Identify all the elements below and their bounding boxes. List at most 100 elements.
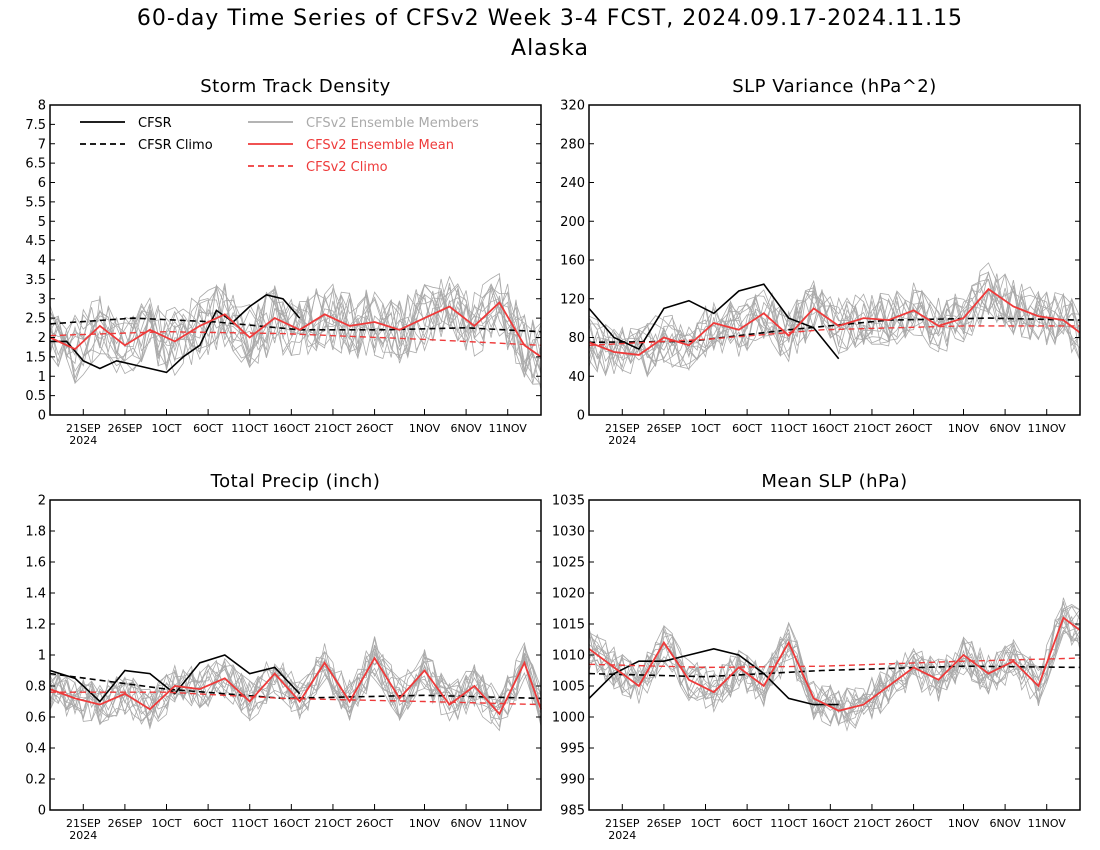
x-tick-label: 1OCT: [151, 817, 181, 830]
x-tick-label: 1NOV: [948, 422, 980, 435]
x-tick-label: 11OCT: [770, 422, 807, 435]
x-tick-label: 11NOV: [489, 422, 528, 435]
y-tick-label: 160: [560, 254, 585, 269]
series-line-cfsr: [50, 294, 301, 374]
y-tick-label: 1010: [552, 649, 585, 664]
x-tick-label: 16OCT: [273, 422, 310, 435]
y-tick-label: 1000: [552, 711, 585, 726]
ensemble-member-line: [588, 285, 1081, 374]
y-tick-label: 1025: [552, 556, 585, 571]
ensemble-member-line: [588, 278, 1081, 378]
legend-label-ens-mean: CFSv2 Ensemble Mean: [306, 138, 454, 153]
panel-title: Mean SLP (hPa): [761, 471, 907, 492]
ensemble-member-line: [49, 276, 542, 385]
y-tick-label: 1.4: [25, 587, 46, 602]
x-tick-label: 26OCT: [356, 422, 393, 435]
series-line-cfsr: [588, 283, 840, 360]
chart-panel-3: Total Precip (inch) 0 0.2 0.4 0.6 0.8 1 1.2 1.4 1…: [25, 471, 542, 842]
series-line-cfsv2-ensemble-mean: [49, 656, 542, 716]
y-tick-label: 1030: [552, 525, 585, 540]
ensemble-member-line: [49, 286, 542, 360]
y-tick-label: 200: [560, 215, 585, 230]
y-tick-label: 6: [38, 176, 46, 191]
x-tick-label: 1OCT: [151, 422, 181, 435]
y-tick-label: 8: [38, 99, 46, 114]
x-tick-label: 6NOV: [450, 422, 482, 435]
x-tick-label: 21OCT: [314, 422, 351, 435]
series-line-cfsv2-climo: [50, 691, 542, 706]
x-tick-label: 16OCT: [273, 817, 310, 830]
panel-title: Storm Track Density: [200, 76, 391, 97]
ensemble-member-line: [588, 615, 1081, 718]
series-line-cfsv2-ensemble-mean: [49, 301, 542, 358]
y-tick-label: 1035: [552, 494, 585, 509]
series-line-cfsv2-climo: [588, 657, 1081, 669]
x-tick-label: 1OCT: [690, 422, 720, 435]
x-tick-label: 21SEP: [66, 817, 101, 830]
x-tick-label: 6OCT: [732, 422, 762, 435]
ensemble-member-line: [49, 659, 542, 724]
x-tick-label: 6NOV: [989, 817, 1021, 830]
legend-label-members: CFSv2 Ensemble Members: [306, 116, 479, 131]
x-tick-label: 21SEP: [605, 817, 640, 830]
x-tick-label: 26OCT: [356, 817, 393, 830]
ensemble-member-line: [49, 645, 542, 722]
x-year-label: 2024: [69, 434, 97, 447]
plot-frame: [588, 104, 1081, 416]
series-line-cfsv2-ensemble-mean: [588, 287, 1081, 356]
ensemble-member-line: [49, 278, 542, 380]
plot-frame: [49, 104, 542, 416]
y-tick-label: 7.5: [25, 118, 46, 133]
ensemble-members: [588, 597, 1081, 732]
x-tick-label: 6OCT: [193, 817, 223, 830]
figure-title: 60-day Time Series of CFSv2 Week 3-4 FCS…: [136, 6, 964, 31]
y-tick-label: 1.5: [25, 350, 46, 365]
ensemble-member-line: [588, 605, 1081, 719]
x-tick-label: 16OCT: [812, 422, 849, 435]
x-tick-label: 16OCT: [812, 817, 849, 830]
x-tick-label: 1OCT: [690, 817, 720, 830]
ensemble-member-line: [588, 626, 1081, 726]
x-year-label: 2024: [608, 829, 636, 842]
x-tick-label: 1NOV: [409, 422, 441, 435]
x-tick-label: 6OCT: [732, 817, 762, 830]
y-tick-label: 320: [560, 99, 585, 114]
x-tick-label: 11NOV: [1028, 817, 1067, 830]
y-tick-label: 5: [38, 215, 46, 230]
ensemble-members: [588, 262, 1081, 378]
y-tick-label: 0: [38, 804, 46, 819]
y-tick-label: 40: [568, 370, 585, 385]
y-tick-label: 0.8: [25, 680, 46, 695]
y-tick-label: 280: [560, 137, 585, 152]
y-tick-label: 0.4: [25, 742, 46, 757]
x-tick-label: 6NOV: [989, 422, 1021, 435]
ensemble-member-line: [588, 287, 1081, 375]
series-line-cfsv2-ensemble-mean: [588, 616, 1081, 712]
series-line-cfsr: [49, 654, 301, 703]
y-tick-label: 3: [38, 292, 46, 307]
y-tick-label: 1.8: [25, 525, 46, 540]
y-tick-label: 985: [560, 804, 585, 819]
y-tick-label: 2.5: [25, 312, 46, 327]
x-tick-label: 26SEP: [108, 817, 143, 830]
x-tick-label: 11OCT: [231, 817, 268, 830]
y-tick-label: 6.5: [25, 157, 46, 172]
x-tick-label: 21SEP: [66, 422, 101, 435]
y-tick-label: 1.2: [25, 618, 46, 633]
x-tick-label: 6NOV: [450, 817, 482, 830]
ensemble-members: [49, 273, 542, 390]
ensemble-member-line: [588, 601, 1081, 722]
x-tick-label: 21OCT: [853, 422, 890, 435]
y-tick-label: 3.5: [25, 273, 46, 288]
legend: CFSR CFSR Climo CFSv2 Ensemble Members CFSv…: [80, 116, 479, 175]
x-tick-label: 11NOV: [1028, 422, 1067, 435]
y-tick-label: 0.6: [25, 711, 46, 726]
x-tick-label: 26OCT: [895, 817, 932, 830]
y-tick-label: 1: [38, 370, 46, 385]
x-tick-label: 26SEP: [108, 422, 143, 435]
ensemble-member-line: [49, 637, 542, 722]
ensemble-member-line: [588, 602, 1081, 725]
y-tick-label: 995: [560, 742, 585, 757]
ensemble-member-line: [588, 289, 1081, 378]
y-tick-label: 4.5: [25, 234, 46, 249]
